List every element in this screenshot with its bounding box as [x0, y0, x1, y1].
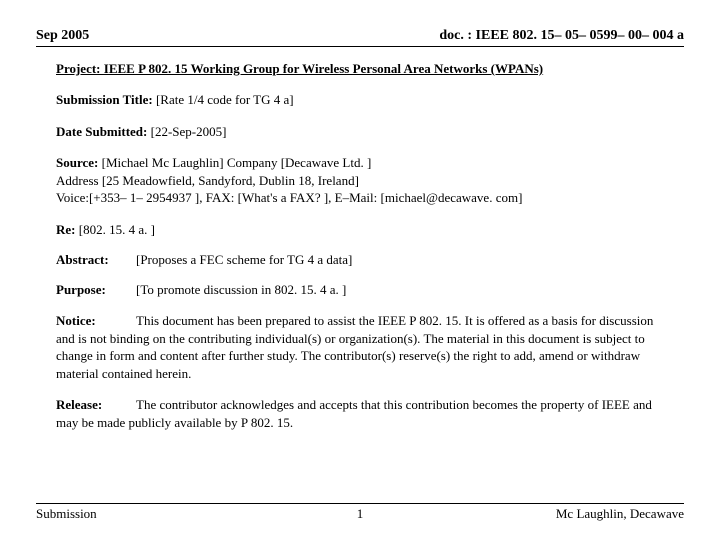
purpose-value: [To promote discussion in 802. 15. 4 a. … — [136, 282, 664, 298]
header-doc-id: doc. : IEEE 802. 15– 05– 0599– 00– 004 a — [439, 28, 684, 44]
date-submitted-field: Date Submitted: [22-Sep-2005] — [56, 123, 664, 141]
header-date: Sep 2005 — [36, 28, 89, 44]
notice-paragraph: Notice:This document has been prepared t… — [56, 312, 664, 382]
notice-text: This document has been prepared to assis… — [56, 313, 653, 381]
release-paragraph: Release:The contributor acknowledges and… — [56, 396, 664, 431]
source-line2: Address [25 Meadowfield, Sandyford, Dubl… — [56, 173, 359, 188]
abstract-value: [Proposes a FEC scheme for TG 4 a data] — [136, 252, 664, 268]
notice-label: Notice: — [56, 312, 136, 330]
footer-right: Mc Laughlin, Decawave — [556, 506, 684, 522]
page-header: Sep 2005 doc. : IEEE 802. 15– 05– 0599– … — [36, 28, 684, 47]
date-submitted-label: Date Submitted: — [56, 124, 151, 139]
re-value: [802. 15. 4 a. ] — [79, 222, 155, 237]
submission-title-value: [Rate 1/4 code for TG 4 a] — [156, 92, 294, 107]
footer-page-number: 1 — [357, 506, 364, 522]
purpose-field: Purpose: [To promote discussion in 802. … — [56, 282, 664, 298]
purpose-label: Purpose: — [56, 282, 136, 298]
submission-title-field: Submission Title: [Rate 1/4 code for TG … — [56, 91, 664, 109]
source-field: Source: [Michael Mc Laughlin] Company [D… — [56, 154, 664, 207]
page-footer: Submission 1 Mc Laughlin, Decawave — [36, 503, 684, 522]
submission-title-label: Submission Title: — [56, 92, 156, 107]
re-field: Re: [802. 15. 4 a. ] — [56, 221, 664, 239]
re-label: Re: — [56, 222, 79, 237]
release-text: The contributor acknowledges and accepts… — [56, 397, 652, 430]
project-title: Project: IEEE P 802. 15 Working Group fo… — [56, 61, 664, 77]
date-submitted-value: [22-Sep-2005] — [151, 124, 227, 139]
document-body: Project: IEEE P 802. 15 Working Group fo… — [36, 61, 684, 432]
footer-left: Submission — [36, 506, 97, 522]
source-line1: [Michael Mc Laughlin] Company [Decawave … — [102, 155, 372, 170]
abstract-label: Abstract: — [56, 252, 136, 268]
abstract-field: Abstract: [Proposes a FEC scheme for TG … — [56, 252, 664, 268]
source-label: Source: — [56, 155, 102, 170]
release-label: Release: — [56, 396, 136, 414]
source-line3: Voice:[+353– 1– 2954937 ], FAX: [What's … — [56, 190, 522, 205]
